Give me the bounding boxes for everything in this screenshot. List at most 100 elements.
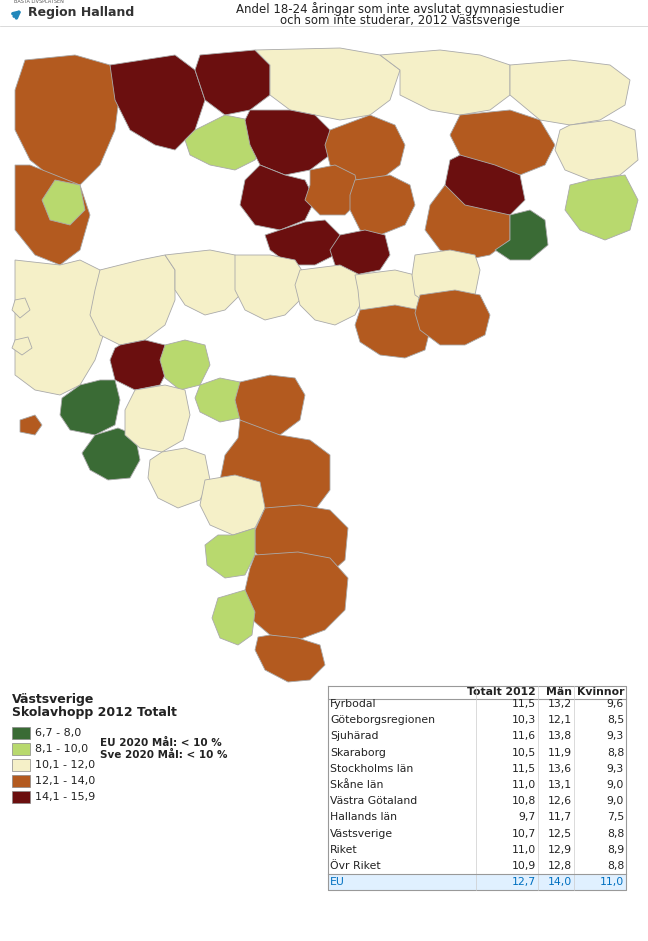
Text: 13,1: 13,1 bbox=[548, 780, 572, 790]
Polygon shape bbox=[200, 475, 265, 535]
FancyBboxPatch shape bbox=[0, 0, 648, 26]
Polygon shape bbox=[235, 255, 305, 320]
Polygon shape bbox=[495, 210, 548, 260]
Text: 10,7: 10,7 bbox=[512, 829, 536, 838]
Text: Sjuhärad: Sjuhärad bbox=[330, 731, 378, 742]
Text: Andel 18-24 åringar som inte avslutat gymnasiestudier: Andel 18-24 åringar som inte avslutat gy… bbox=[236, 2, 564, 16]
Text: 9,7: 9,7 bbox=[519, 812, 536, 822]
Polygon shape bbox=[555, 120, 638, 180]
Polygon shape bbox=[412, 250, 480, 305]
Text: 8,8: 8,8 bbox=[607, 747, 624, 758]
Polygon shape bbox=[220, 420, 330, 520]
Polygon shape bbox=[110, 55, 205, 150]
Text: Region Halland: Region Halland bbox=[28, 6, 134, 19]
Polygon shape bbox=[445, 155, 525, 220]
Text: 9,3: 9,3 bbox=[607, 764, 624, 774]
Text: 8,8: 8,8 bbox=[607, 829, 624, 838]
Polygon shape bbox=[325, 115, 405, 180]
Bar bbox=[12, 791, 30, 803]
Polygon shape bbox=[195, 378, 248, 422]
Text: 12,1 - 14,0: 12,1 - 14,0 bbox=[35, 776, 95, 786]
Polygon shape bbox=[12, 337, 32, 355]
Text: 7,5: 7,5 bbox=[607, 812, 624, 822]
Polygon shape bbox=[12, 298, 30, 318]
Polygon shape bbox=[15, 165, 90, 265]
Text: 8,8: 8,8 bbox=[607, 861, 624, 871]
Text: 11,0: 11,0 bbox=[600, 877, 624, 887]
Polygon shape bbox=[205, 528, 255, 578]
Text: 8,9: 8,9 bbox=[607, 845, 624, 854]
Text: Västsverige: Västsverige bbox=[330, 829, 393, 838]
Text: 12,6: 12,6 bbox=[548, 796, 572, 806]
Text: och som inte studerar, 2012 Västsverige: och som inte studerar, 2012 Västsverige bbox=[280, 13, 520, 26]
Polygon shape bbox=[42, 180, 85, 225]
Polygon shape bbox=[148, 448, 210, 508]
Text: Sve 2020 Mål: < 10 %: Sve 2020 Mål: < 10 % bbox=[100, 750, 227, 760]
Text: Stockholms län: Stockholms län bbox=[330, 764, 413, 774]
Text: 11,7: 11,7 bbox=[548, 812, 572, 822]
Text: 9,6: 9,6 bbox=[607, 699, 624, 709]
Polygon shape bbox=[355, 305, 430, 358]
Text: Övr Riket: Övr Riket bbox=[330, 861, 380, 871]
Text: 12,5: 12,5 bbox=[548, 829, 572, 838]
Text: Skaraborg: Skaraborg bbox=[330, 747, 386, 758]
Polygon shape bbox=[110, 340, 170, 390]
Polygon shape bbox=[355, 270, 420, 325]
Polygon shape bbox=[450, 110, 555, 175]
Polygon shape bbox=[255, 48, 400, 120]
Text: Riket: Riket bbox=[330, 845, 358, 854]
Text: 11,9: 11,9 bbox=[548, 747, 572, 758]
Polygon shape bbox=[510, 60, 630, 125]
Bar bbox=[12, 743, 30, 755]
Text: 10,1 - 12,0: 10,1 - 12,0 bbox=[35, 760, 95, 770]
Bar bbox=[12, 775, 30, 787]
Text: 12,9: 12,9 bbox=[548, 845, 572, 854]
Polygon shape bbox=[20, 415, 42, 435]
Text: 13,8: 13,8 bbox=[548, 731, 572, 742]
Polygon shape bbox=[565, 175, 638, 240]
Text: 12,1: 12,1 bbox=[548, 715, 572, 726]
Polygon shape bbox=[415, 290, 490, 345]
Text: 11,6: 11,6 bbox=[512, 731, 536, 742]
Text: BÄSTA LIVSPLATSEN: BÄSTA LIVSPLATSEN bbox=[14, 0, 64, 4]
Text: 8,1 - 10,0: 8,1 - 10,0 bbox=[35, 744, 88, 754]
Polygon shape bbox=[305, 165, 360, 215]
Text: 13,6: 13,6 bbox=[548, 764, 572, 774]
Text: 10,8: 10,8 bbox=[512, 796, 536, 806]
Text: Män: Män bbox=[546, 687, 572, 697]
Text: 13,2: 13,2 bbox=[548, 699, 572, 709]
Text: 8,5: 8,5 bbox=[607, 715, 624, 726]
Text: 9,3: 9,3 bbox=[607, 731, 624, 742]
Text: Totalt 2012: Totalt 2012 bbox=[467, 687, 536, 697]
Polygon shape bbox=[82, 428, 140, 480]
Polygon shape bbox=[160, 340, 210, 390]
Polygon shape bbox=[165, 250, 245, 315]
Polygon shape bbox=[235, 375, 305, 435]
Text: 11,0: 11,0 bbox=[512, 845, 536, 854]
Polygon shape bbox=[125, 385, 190, 452]
Polygon shape bbox=[295, 265, 365, 325]
Text: 9,0: 9,0 bbox=[607, 796, 624, 806]
Text: 6,7 - 8,0: 6,7 - 8,0 bbox=[35, 728, 81, 738]
Text: Västsverige: Västsverige bbox=[12, 693, 95, 706]
Polygon shape bbox=[90, 255, 175, 345]
Text: EU: EU bbox=[330, 877, 345, 887]
Text: 11,0: 11,0 bbox=[512, 780, 536, 790]
Text: 10,5: 10,5 bbox=[512, 747, 536, 758]
Polygon shape bbox=[245, 110, 330, 175]
Polygon shape bbox=[195, 50, 270, 115]
Text: 12,7: 12,7 bbox=[512, 877, 536, 887]
Text: Hallands län: Hallands län bbox=[330, 812, 397, 822]
Polygon shape bbox=[185, 115, 265, 170]
Polygon shape bbox=[350, 175, 415, 235]
Polygon shape bbox=[265, 220, 340, 265]
Polygon shape bbox=[245, 552, 348, 640]
Polygon shape bbox=[15, 260, 110, 395]
Polygon shape bbox=[255, 635, 325, 682]
Text: 10,9: 10,9 bbox=[512, 861, 536, 871]
Text: Västra Götaland: Västra Götaland bbox=[330, 796, 417, 806]
Text: Fyrbodal: Fyrbodal bbox=[330, 699, 376, 709]
Text: 12,8: 12,8 bbox=[548, 861, 572, 871]
Text: 14,0: 14,0 bbox=[548, 877, 572, 887]
Polygon shape bbox=[425, 185, 510, 260]
